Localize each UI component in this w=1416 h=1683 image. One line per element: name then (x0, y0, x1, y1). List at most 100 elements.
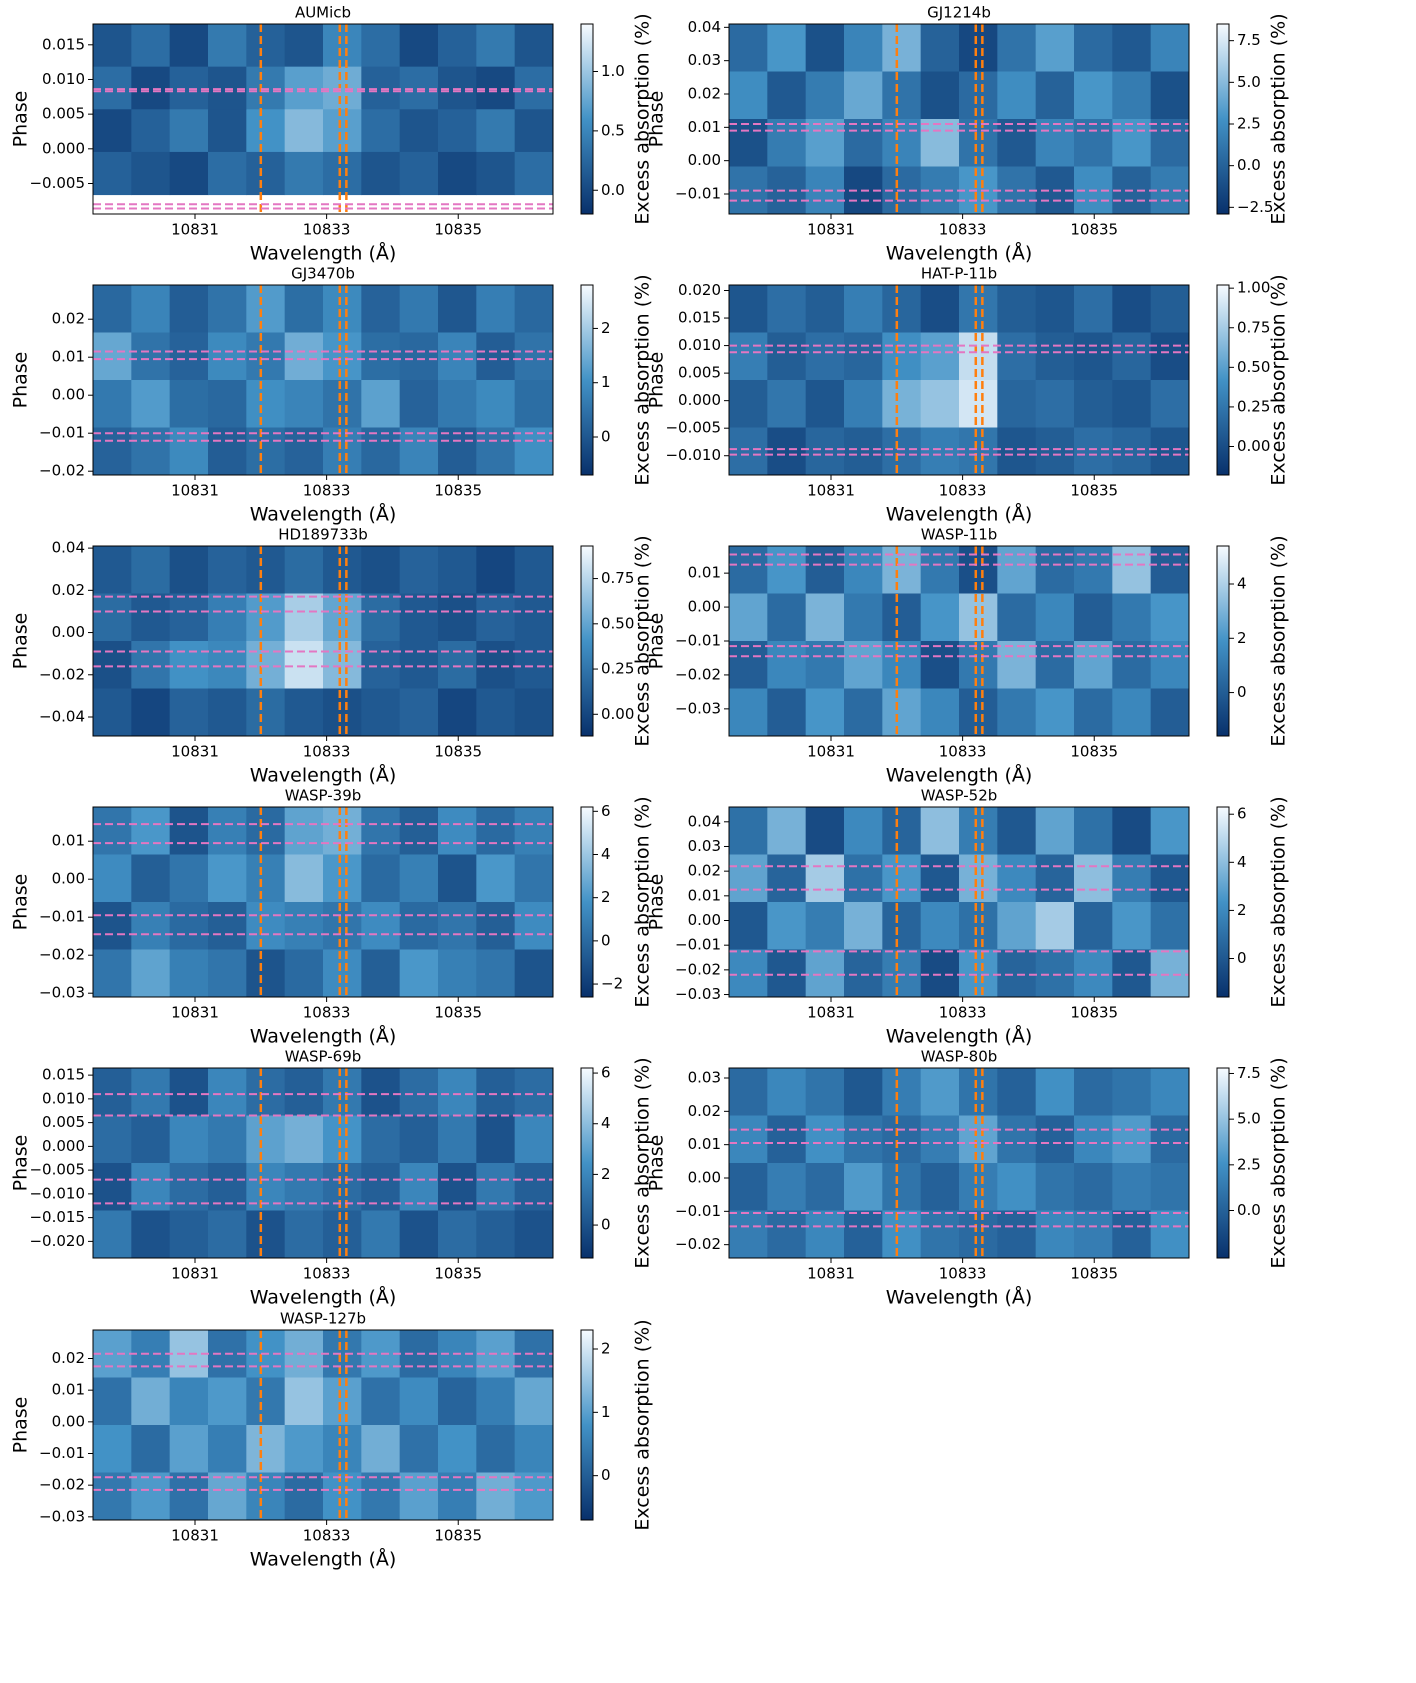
heatmap-cell (805, 854, 845, 903)
heatmap-cell (399, 1472, 439, 1521)
heatmap-cell (882, 1115, 922, 1164)
heatmap-cell (131, 807, 171, 855)
x-tick-label: 10833 (303, 1265, 351, 1283)
heatmap-cell (208, 949, 247, 998)
heatmap-cell (93, 24, 132, 68)
heatmap-cell (361, 641, 401, 689)
panel-title: WASP-39b (285, 787, 362, 805)
heatmap-cell (246, 380, 286, 428)
heatmap-cell (323, 427, 362, 476)
heatmap-cell (1035, 807, 1075, 855)
heatmap-cell (844, 380, 883, 428)
colorbar (1216, 545, 1230, 737)
heatmap-cell (284, 1425, 324, 1473)
heatmap-cell (920, 688, 960, 737)
heatmap-cell (1112, 854, 1152, 903)
heatmap-cell (959, 332, 998, 381)
heatmap-cell (997, 546, 1037, 594)
y-tick-label: 0.020 (678, 281, 721, 299)
heatmap-cell (284, 24, 324, 68)
heatmap-cell (882, 427, 922, 476)
heatmap-cell (208, 285, 247, 333)
heatmap-cell (844, 641, 883, 689)
heatmap-cell (1112, 285, 1152, 333)
heatmap-cell (93, 902, 132, 950)
heatmap-cell (246, 641, 286, 689)
heatmap-cell (959, 1115, 998, 1164)
heatmap-cell (399, 24, 439, 68)
heatmap-cell (323, 1472, 362, 1521)
y-tick-label: −0.01 (675, 1202, 721, 1220)
colorbar-tick-label: 2.5 (1237, 1155, 1261, 1173)
heatmap-cell (997, 807, 1037, 855)
heatmap-cell (920, 1115, 960, 1164)
y-axis-label: Phase (646, 91, 668, 148)
heatmap-cell (805, 332, 845, 381)
x-tick-label: 10831 (171, 482, 219, 500)
heatmap-cell (284, 1210, 324, 1259)
y-tick-label: −0.01 (675, 936, 721, 954)
heatmap-cell (729, 688, 768, 737)
heatmap-cell (844, 427, 883, 476)
heatmap-cell (323, 854, 362, 903)
y-tick-label: −0.01 (39, 908, 85, 926)
x-tick-label: 10831 (171, 1265, 219, 1283)
heatmap-cell (767, 546, 807, 594)
heatmap-cell (131, 285, 171, 333)
heatmap-cell (805, 71, 845, 120)
heatmap-cell (959, 71, 998, 120)
y-axis-label: Phase (10, 613, 32, 670)
heatmap-cell (93, 807, 132, 855)
heatmap-cell (729, 641, 768, 689)
heatmap-cell (93, 285, 132, 333)
heatmap-cell (959, 285, 998, 333)
heatmap-cell (729, 949, 768, 998)
heatmap-cell (169, 332, 209, 381)
y-tick-label: 0.00 (52, 386, 85, 404)
x-tick-label: 10833 (303, 482, 351, 500)
heatmap-cell (1035, 119, 1075, 167)
heatmap-cell (361, 109, 401, 153)
heatmap-cell (1074, 1068, 1113, 1116)
x-tick-label: 10833 (939, 1004, 987, 1022)
heatmap-cell (1150, 1115, 1190, 1164)
axes-frame (92, 23, 554, 215)
heatmap-cell (1112, 427, 1152, 476)
colorbar-tick-label: 0.00 (601, 705, 634, 723)
heatmap-cell (1035, 1163, 1075, 1211)
heatmap-cell (729, 546, 768, 594)
heatmap-cell (767, 641, 807, 689)
heatmap-cell (131, 688, 171, 737)
heatmap-cell (767, 1210, 807, 1259)
heatmap-cell (997, 641, 1037, 689)
heatmap-cell (882, 380, 922, 428)
heatmap-cell (1150, 71, 1190, 120)
y-tick-label: 0.00 (52, 1412, 85, 1430)
heatmap-cell (1150, 285, 1190, 333)
heatmap-cell (514, 1115, 554, 1164)
heatmap-cell (997, 71, 1037, 120)
y-tick-label: −0.02 (39, 665, 85, 683)
heatmap-cell (361, 380, 401, 428)
heatmap-cell (399, 427, 439, 476)
heatmap-cell (1150, 593, 1190, 642)
heatmap-cell (1112, 24, 1152, 72)
heatmap-cell (323, 332, 362, 381)
heatmap-cell (514, 332, 554, 381)
axes-frame (92, 1067, 554, 1259)
heatmap-cell (844, 332, 883, 381)
colorbar (1216, 23, 1230, 215)
heatmap-cell (920, 285, 960, 333)
heatmap-cell (1150, 1210, 1190, 1259)
heatmap-cell (1112, 593, 1152, 642)
heatmap-cell (844, 688, 883, 737)
y-tick-label: 0.015 (42, 1066, 85, 1084)
heatmap-cell (997, 1115, 1037, 1164)
colorbar-tick-label: 0.0 (1237, 156, 1261, 174)
heatmap-cell (438, 1210, 477, 1259)
heatmap-cell (959, 1068, 998, 1116)
axes-frame (728, 1067, 1190, 1259)
heatmap-cell (514, 902, 554, 950)
colorbar-tick-label: 0.0 (601, 181, 625, 199)
heatmap-cell (767, 949, 807, 998)
